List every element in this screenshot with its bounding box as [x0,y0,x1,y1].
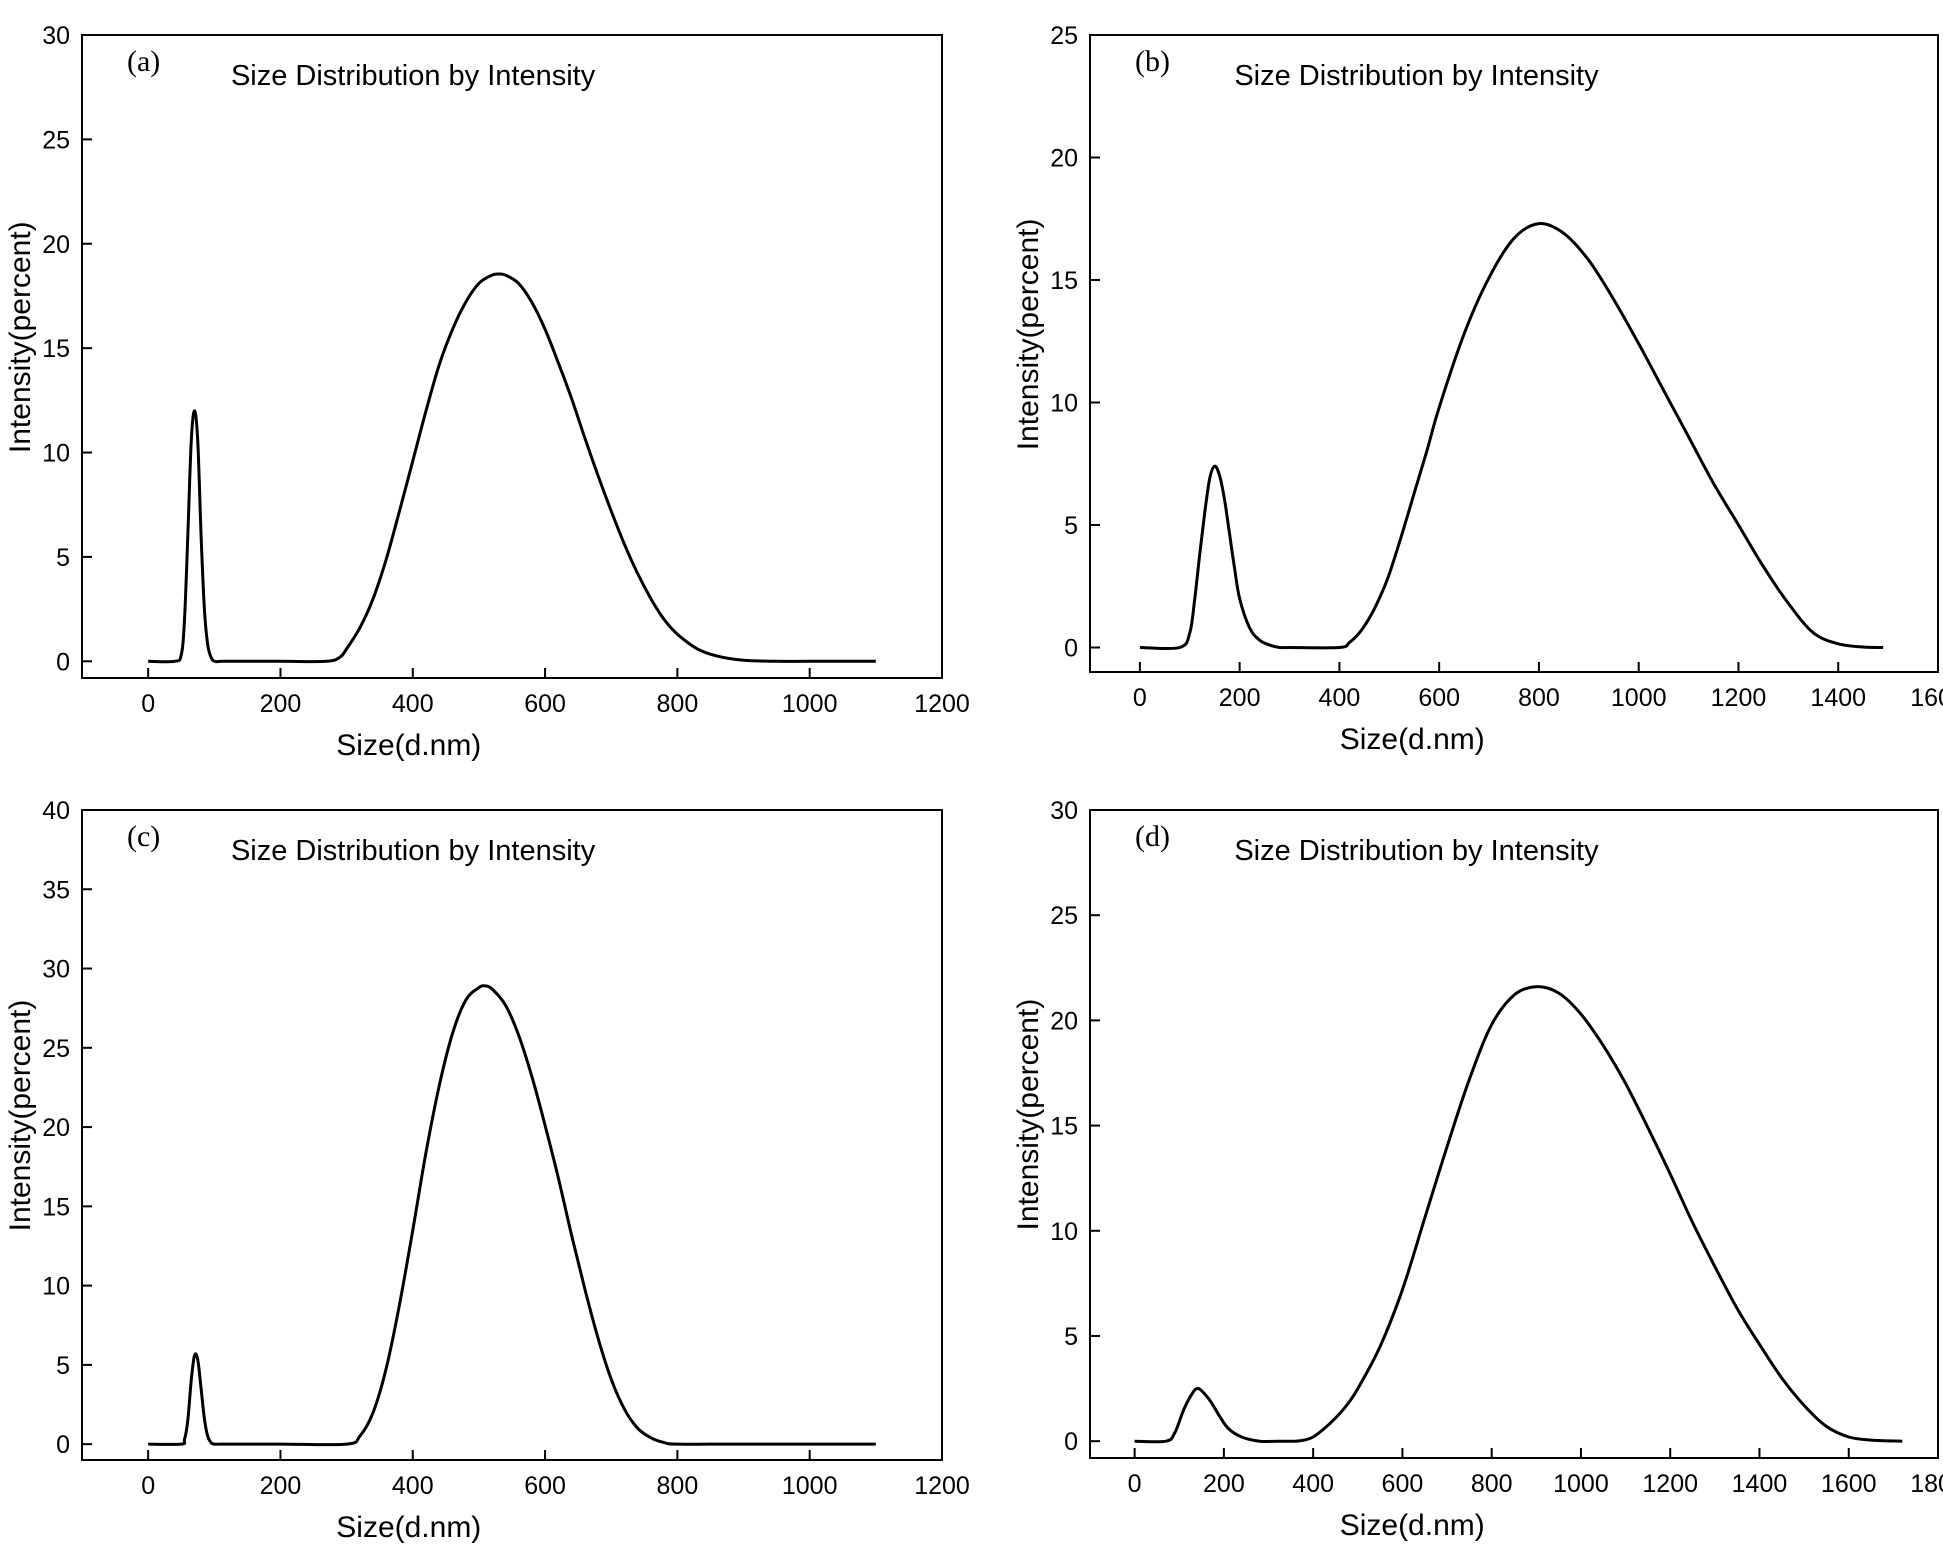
y-tick-label: 30 [42,956,70,984]
y-axis: 0 5 10 15 20 25 30 [1050,797,1100,1456]
x-tick-label: 0 [1133,684,1147,712]
panel-label: (d) [1135,820,1170,853]
x-tick-label: 1000 [782,690,838,718]
x-tick-label: 1200 [1711,684,1767,712]
panel-label: (a) [127,45,160,78]
series-line [148,984,876,1447]
panel-c: 0 5 10 15 20 25 30 35 40 0 200 400 600 800 1000 1200 (… [4,797,970,1544]
x-tick-label: 400 [392,690,434,718]
x-tick-label: 400 [1319,684,1361,712]
y-tick-label: 25 [1050,902,1078,930]
y-tick-label: 25 [42,126,70,154]
x-tick-label: 800 [1518,684,1560,712]
y-tick-label: 30 [42,22,70,50]
x-axis-label: Size(d.nm) [1340,723,1485,756]
x-tick-label: 1400 [1810,684,1866,712]
y-tick-label: 20 [42,231,70,259]
y-tick-label: 10 [42,1273,70,1301]
x-tick-label: 400 [392,1472,434,1500]
y-tick-label: 25 [42,1035,70,1063]
x-tick-label: 0 [1128,1470,1142,1498]
x-tick-label: 800 [657,1472,699,1500]
x-axis-label: Size(d.nm) [336,729,481,762]
y-tick-label: 20 [1050,145,1078,173]
y-tick-label: 40 [42,797,70,825]
y-tick-label: 30 [1050,797,1078,825]
panel-a: 0 5 10 15 20 25 30 0 200 400 600 800 1000 1200 (a) S… [4,22,970,762]
y-tick-label: 15 [42,1193,70,1221]
x-axis: 0 200 400 600 800 1000 1200 [141,668,970,718]
x-axis-label: Size(d.nm) [1340,1509,1485,1542]
x-tick-label: 400 [1292,1470,1334,1498]
plot-frame [81,34,943,679]
y-axis-label: Intensity(percent) [4,221,37,453]
plot-frame [1089,809,1939,1459]
y-tick-label: 15 [1050,1113,1078,1141]
chart-title: Size Distribution by Intensity [231,835,596,867]
x-tick-label: 0 [141,690,155,718]
x-tick-label: 1000 [782,1472,838,1500]
series-line [148,272,876,664]
x-tick-label: 800 [657,690,699,718]
panel-d: 0 5 10 15 20 25 30 0 200 400 600 800 1000 1200 1400 16… [1012,797,1943,1542]
x-tick-label: 1000 [1611,684,1667,712]
y-tick-label: 10 [1050,1218,1078,1246]
y-tick-label: 5 [56,544,70,572]
x-axis: 0 200 400 600 800 1000 1200 [141,1450,970,1500]
y-tick-label: 5 [56,1352,70,1380]
chart-title: Size Distribution by Intensity [1234,60,1599,92]
y-tick-label: 15 [42,335,70,363]
x-tick-label: 600 [524,1472,566,1500]
x-tick-label: 200 [1219,684,1261,712]
chart-title: Size Distribution by Intensity [1234,835,1599,867]
plot-frame [81,809,943,1461]
x-axis-label: Size(d.nm) [336,1511,481,1544]
x-tick-label: 800 [1471,1470,1513,1498]
x-axis: 0 200 400 600 800 1000 1200 1400 1600 1800 [1128,1448,1943,1498]
x-tick-label: 1800 [1910,1470,1943,1498]
y-tick-label: 15 [1050,267,1078,295]
x-tick-label: 1200 [914,1472,970,1500]
y-tick-label: 5 [1064,512,1078,540]
x-tick-label: 1600 [1821,1470,1877,1498]
x-tick-label: 600 [1418,684,1460,712]
x-tick-label: 1200 [914,690,970,718]
y-tick-label: 20 [1050,1007,1078,1035]
y-tick-label: 25 [1050,22,1078,50]
y-axis-label: Intensity(percent) [4,1000,37,1232]
y-axis-label: Intensity(percent) [1012,218,1045,450]
y-tick-label: 5 [1064,1323,1078,1351]
y-tick-label: 35 [42,876,70,904]
x-tick-label: 1400 [1732,1470,1788,1498]
y-tick-label: 0 [56,648,70,676]
x-tick-label: 600 [1382,1470,1424,1498]
x-tick-label: 0 [141,1472,155,1500]
x-tick-label: 200 [1203,1470,1245,1498]
y-tick-label: 0 [56,1431,70,1459]
y-axis: 0 5 10 15 20 25 30 [42,22,92,676]
y-axis-label: Intensity(percent) [1012,999,1045,1231]
y-tick-label: 0 [1064,1428,1078,1456]
y-axis: 0 5 10 15 20 25 30 35 40 [42,797,92,1459]
x-tick-label: 600 [524,690,566,718]
series-line [1134,985,1903,1444]
y-axis: 0 5 10 15 20 25 [1050,22,1100,663]
panel-b: 0 5 10 15 20 25 0 200 400 600 800 1000 1200 1400 1600… [1012,22,1943,756]
y-tick-label: 10 [1050,390,1078,418]
panel-label: (b) [1135,45,1170,78]
chart-title: Size Distribution by Intensity [231,60,596,92]
panel-label: (c) [127,820,160,853]
x-tick-label: 200 [260,1472,302,1500]
x-axis: 0 200 400 600 800 1000 1200 1400 1600 [1133,662,1943,712]
plot-frame [1089,34,1939,673]
x-tick-label: 1600 [1910,684,1943,712]
x-tick-label: 1200 [1642,1470,1698,1498]
y-tick-label: 10 [42,440,70,468]
x-tick-label: 1000 [1553,1470,1609,1498]
x-tick-label: 200 [260,690,302,718]
series-line [1139,222,1884,651]
y-tick-label: 20 [42,1114,70,1142]
y-tick-label: 0 [1064,635,1078,663]
